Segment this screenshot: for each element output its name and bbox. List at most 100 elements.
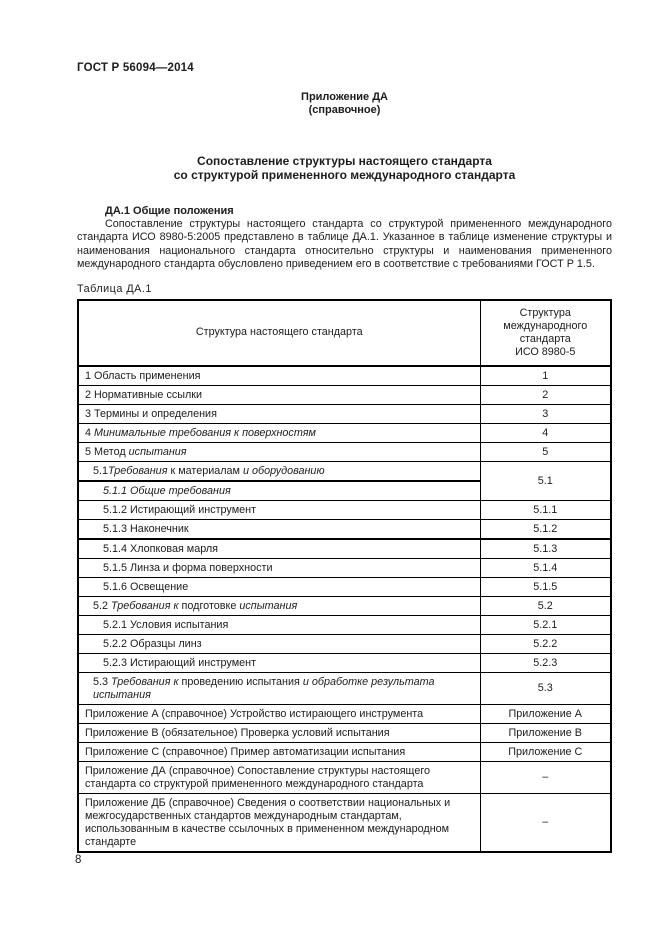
- iso-reference-cell: –: [479, 792, 612, 853]
- structure-cell: Приложение В (обязательное) Проверка усл…: [77, 722, 481, 743]
- page-title-line2: со структурой примененного международног…: [173, 168, 516, 182]
- structure-text: проведению испытания: [178, 675, 303, 688]
- table-row: 5.2 Требования к подготовке испытания 5.2: [77, 595, 612, 616]
- table-row: Приложение С (справочное) Пример автомат…: [77, 741, 612, 762]
- appendix-heading-block: Приложение ДА (справочное): [77, 91, 612, 117]
- table-row: 5.1.3 Наконечник 5.1.2: [77, 518, 612, 540]
- appendix-heading: Приложение ДА: [301, 91, 388, 103]
- structure-text: 5.1.3 Наконечник: [103, 522, 189, 535]
- table-label: Таблица ДА.1: [77, 282, 152, 295]
- structure-cell: 2 Нормативные ссылки: [77, 384, 481, 405]
- table-row: 5.2.3 Истирающий инструмент 5.2.3: [77, 652, 612, 673]
- structure-cell: 5 Метод испытания: [77, 441, 481, 462]
- table-row: 5.1.4 Хлопковая марля 5.1.3: [77, 537, 612, 559]
- table-row: 1 Область применения 1: [77, 365, 612, 386]
- structure-text: Приложение В (обязательное) Проверка усл…: [85, 726, 390, 739]
- structure-cell: Приложение С (справочное) Пример автомат…: [77, 741, 481, 762]
- column-header-national-structure: Структура настоящего стандарта: [77, 299, 481, 367]
- comparison-table-body: 1 Область применения 1 2 Нормативные ссылк…: [77, 365, 612, 853]
- table-row: 5.1.5 Линза и форма поверхности 5.1.4: [77, 557, 612, 578]
- body-paragraph: Сопоставление структуры настоящего станд…: [77, 218, 612, 271]
- table-row: Приложение ДА (справочное) Сопоставление…: [77, 760, 612, 794]
- iso-reference-cell: 4: [479, 422, 612, 443]
- structure-cell: 3 Термины и определения: [77, 403, 481, 424]
- structure-text: 5 Метод: [85, 445, 129, 458]
- iso-reference-cell: Приложение С: [479, 741, 612, 762]
- structure-cell: 5.1.2 Истирающий инструмент: [77, 499, 481, 520]
- structure-text-italic: Требования к: [111, 675, 179, 688]
- table-row: 5.2.1 Условия испытания 5.2.1: [77, 614, 612, 635]
- iso-reference-cell: 2: [479, 384, 612, 405]
- header-row: Структура настоящего стандарта Структура…: [77, 299, 612, 367]
- structure-text: 3 Термины и определения: [85, 407, 217, 420]
- structure-cell: Приложение А (справочное) Устройство ист…: [77, 703, 481, 724]
- structure-text: Приложение ДБ (справочное) Сведения о со…: [85, 796, 451, 848]
- structure-text-italic: 5.1.1 Общие требования: [103, 484, 231, 497]
- iso-reference-cell: 3: [479, 403, 612, 424]
- structure-text-italic: испытания: [239, 599, 298, 612]
- table-row: 5.2.2 Образцы линз 5.2.2: [77, 633, 612, 654]
- structure-cell: 1 Область применения: [77, 365, 481, 386]
- structure-cell: 5.1.1 Общие требования: [77, 479, 481, 501]
- iso-reference-cell: –: [479, 760, 612, 794]
- structure-text-italic: Минимальные требования к поверхностям: [94, 426, 316, 439]
- table-row: 2 Нормативные ссылки 2: [77, 384, 612, 405]
- structure-cell: 5.1.4 Хлопковая марля: [77, 537, 481, 559]
- section-heading: ДА.1 Общие положения: [105, 205, 234, 217]
- structure-text-italic: Требования: [108, 464, 168, 477]
- iso-reference-cell: 5.1.3: [479, 537, 612, 559]
- structure-text: подготовке: [178, 599, 240, 612]
- structure-cell: 5.2.2 Образцы линз: [77, 633, 481, 654]
- table-row: Приложение А (справочное) Устройство ист…: [77, 703, 612, 724]
- page-title: Сопоставление структуры настоящего станд…: [77, 154, 612, 182]
- structure-text: 5.1.4 Хлопковая марля: [103, 542, 219, 555]
- iso-reference-cell: 1: [479, 365, 612, 386]
- iso-reference-cell: 5.1.4: [479, 557, 612, 578]
- structure-cell: 5.2 Требования к подготовке испытания: [77, 595, 481, 616]
- structure-text: 2 Нормативные ссылки: [85, 388, 203, 401]
- comparison-table-header: Структура настоящего стандарта Структура…: [77, 299, 612, 367]
- structure-text: Приложение А (справочное) Устройство ист…: [85, 707, 424, 720]
- page-title-line1: Сопоставление структуры настоящего станд…: [197, 154, 492, 168]
- table-row: 5.3 Требования к проведению испытания и …: [77, 671, 612, 705]
- iso-reference-cell: Приложение А: [479, 703, 612, 724]
- iso-reference-cell: 5.1: [479, 460, 612, 501]
- iso-reference-cell: 5.1.5: [479, 576, 612, 597]
- table-row: 4 Минимальные требования к поверхностям 4: [77, 422, 612, 443]
- structure-text: 4: [85, 426, 95, 439]
- structure-text: 1 Область применения: [85, 369, 201, 382]
- structure-text: 5.1.6 Освещение: [103, 580, 189, 593]
- structure-text: 5.1: [93, 464, 109, 477]
- structure-text: Приложение ДА (справочное) Сопоставление…: [85, 764, 431, 790]
- iso-reference-cell: 5.2.3: [479, 652, 612, 673]
- table-row: 5.1.2 Истирающий инструмент 5.1.1: [77, 499, 612, 520]
- table-row: 5.1.6 Освещение 5.1.5: [77, 576, 612, 597]
- appendix-type: (справочное): [308, 104, 381, 116]
- structure-text: 5.2.3 Истирающий инструмент: [103, 656, 257, 669]
- structure-cell: 4 Минимальные требования к поверхностям: [77, 422, 481, 443]
- structure-cell: 5.2.3 Истирающий инструмент: [77, 652, 481, 673]
- structure-cell: 5.1.6 Освещение: [77, 576, 481, 597]
- iso-reference-cell: 5.2: [479, 595, 612, 616]
- structure-cell: 5.1.3 Наконечник: [77, 518, 481, 540]
- structure-text-italic: и обработке результата испытания: [93, 675, 435, 701]
- structure-cell: Приложение ДБ (справочное) Сведения о со…: [77, 792, 481, 853]
- page-number: 8: [75, 854, 82, 866]
- structure-text: 5.1.2 Истирающий инструмент: [103, 503, 257, 516]
- structure-text: 5.2.1 Условия испытания: [103, 618, 229, 631]
- iso-reference-cell: 5.1.2: [479, 518, 612, 540]
- structure-text: 5.1.5 Линза и форма поверхности: [103, 561, 273, 574]
- iso-reference-cell: 5.3: [479, 671, 612, 705]
- column-header-iso-structure: Структура международного стандарта ИСО 8…: [479, 299, 612, 367]
- iso-reference-cell: 5: [479, 441, 612, 462]
- structure-cell: 5.2.1 Условия испытания: [77, 614, 481, 635]
- structure-text-italic: и оборудованию: [242, 464, 325, 477]
- structure-cell: 5.1.5 Линза и форма поверхности: [77, 557, 481, 578]
- table-row: 5 Метод испытания 5: [77, 441, 612, 462]
- structure-text-italic: испытания: [128, 445, 187, 458]
- structure-cell: 5.3 Требования к проведению испытания и …: [77, 671, 481, 705]
- table-row: 5.1Требования к материалам и оборудовани…: [77, 460, 612, 501]
- iso-reference-cell: 5.2.2: [479, 633, 612, 654]
- structure-text: к материалам: [167, 464, 243, 477]
